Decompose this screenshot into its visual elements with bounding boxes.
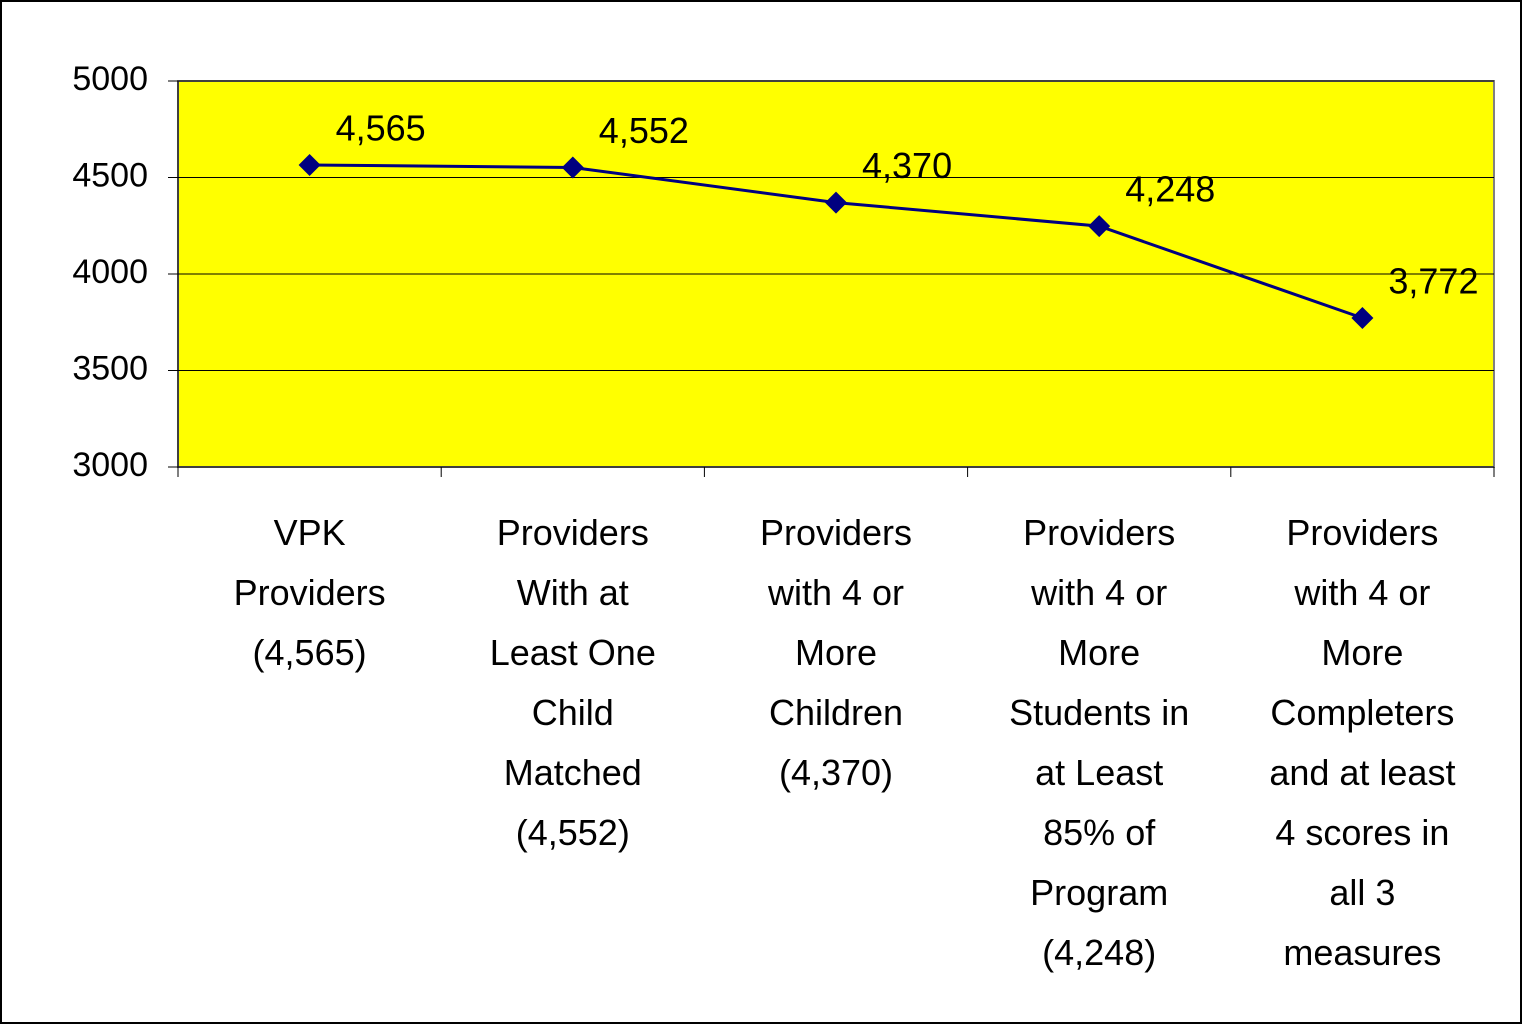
y-tick-label: 4500 (72, 156, 148, 194)
marker (1088, 215, 1111, 238)
marker (825, 191, 847, 214)
y-tick-label: 4000 (72, 253, 148, 291)
data-label: 4,552 (599, 110, 689, 151)
marker (298, 153, 321, 176)
x-tick-label: Providers with 4 or More Students in at … (1009, 512, 1190, 973)
x-tick-label: Providers With at Least One Child Matche… (489, 512, 656, 853)
y-tick-label: 3500 (72, 349, 148, 387)
x-tick-label: Providers with 4 or More Children (4,370… (759, 512, 913, 793)
x-tick-label: Providers with 4 or More Completers and … (1269, 512, 1456, 973)
data-label: 4,370 (862, 145, 952, 186)
y-tick-label: 3000 (72, 446, 148, 484)
data-label: 3,772 (1388, 261, 1478, 302)
marker (561, 156, 584, 179)
x-tick-label: VPK Providers (4,565) (233, 512, 386, 673)
marker (1351, 307, 1374, 330)
data-label: 4,565 (336, 107, 426, 148)
y-tick-label: 5000 (72, 60, 148, 98)
data-label: 4,248 (1125, 169, 1215, 210)
